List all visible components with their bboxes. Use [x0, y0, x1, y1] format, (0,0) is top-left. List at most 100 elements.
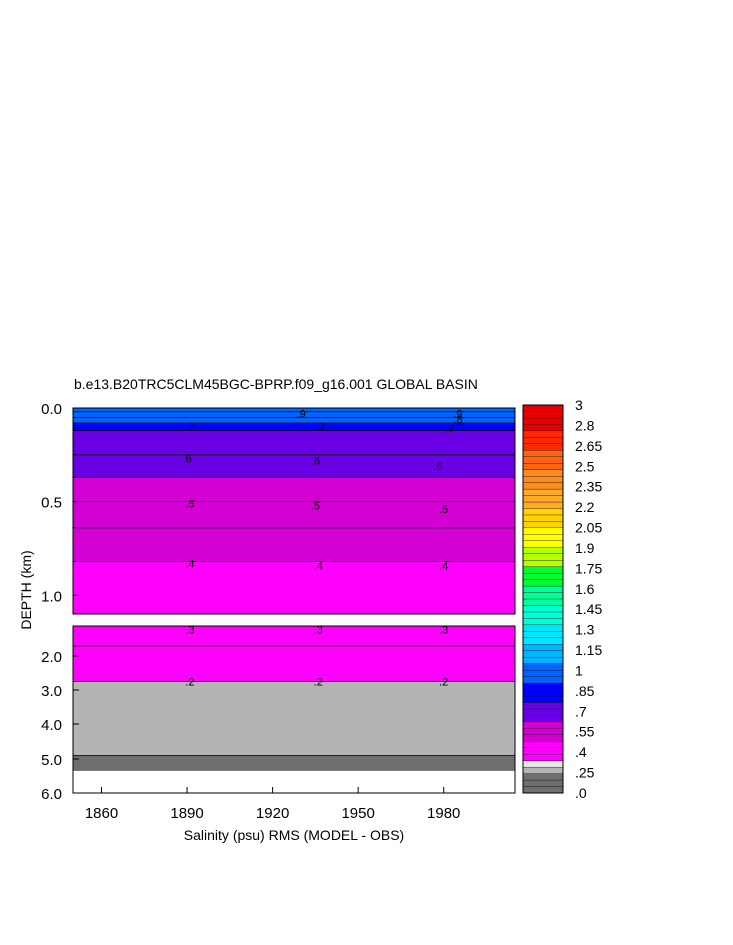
colorbar-swatch	[522, 618, 564, 626]
colorbar-swatch	[522, 663, 564, 671]
colorbar-swatch	[522, 702, 564, 710]
colorbar-swatch	[522, 741, 564, 748]
colorbar-swatch	[522, 456, 564, 464]
y-axis-label: DEPTH (km)	[18, 550, 34, 629]
colorbar-swatch	[522, 631, 564, 638]
colorbar-label: 3	[575, 397, 583, 413]
colorbar-swatch	[522, 469, 564, 477]
colorbar-label: .0	[575, 785, 587, 801]
contour-label: .7	[185, 422, 194, 434]
colorbar-swatch	[522, 560, 564, 567]
colorbar-swatch	[522, 766, 564, 774]
y-tick-label: 4.0	[41, 717, 62, 734]
x-tick-label: 1860	[85, 805, 118, 822]
colorbar-swatch	[522, 482, 564, 490]
colorbar-label: .55	[575, 724, 595, 740]
depth-band	[73, 681, 515, 756]
x-tick-label: 1890	[170, 805, 203, 822]
lower-panel: .3 .3 .3 .2 .2 .2 2.0 3.0 4.0 5.0 6.0 1860 1890 1920 1…	[41, 624, 516, 822]
upper-panel: .9.9.8.7.7.7.6.6.6.5.5.5.4.4.40.00.51.0	[41, 401, 516, 615]
colorbar-swatch	[522, 404, 564, 412]
colorbar-swatch	[522, 637, 564, 645]
colorbar-label: 2.35	[575, 479, 602, 495]
colorbar-label: .7	[575, 703, 587, 719]
colorbar-swatch	[522, 514, 564, 522]
colorbar-label: 1.6	[575, 581, 595, 597]
y-tick-label: 3.0	[41, 683, 62, 700]
x-tick-label: 1950	[341, 805, 374, 822]
depth-band	[73, 408, 515, 412]
depth-band	[73, 422, 515, 431]
contour-label: .6	[433, 461, 442, 473]
y-tick-label: 6.0	[41, 786, 62, 803]
colorbar-swatch	[522, 495, 564, 503]
colorbar-swatch	[522, 624, 564, 632]
colorbar-label: 2.05	[575, 520, 602, 536]
colorbar-swatch	[522, 708, 564, 716]
colorbar-swatch	[522, 475, 564, 483]
colorbar-swatch	[522, 553, 564, 561]
y-tick-label: 2.0	[41, 649, 62, 666]
colorbar-swatch	[522, 508, 564, 516]
colorbar-swatch	[522, 547, 564, 554]
colorbar-swatch	[522, 760, 564, 768]
colorbar: 3 2.8 2.65 2.5 2.35 2.2 2.05 1.9 1.75 1.6 1.45 1.3 1…	[522, 397, 602, 801]
contour-label: .6	[182, 454, 191, 466]
colorbar-swatch	[522, 754, 564, 761]
x-axis-label: Salinity (psu) RMS (MODEL - OBS)	[184, 827, 404, 843]
contour-label: .6	[311, 455, 320, 467]
depth-band	[73, 626, 515, 646]
colorbar-label: 1	[575, 662, 583, 678]
colorbar-swatch	[522, 695, 564, 703]
contour-label: .9	[453, 409, 462, 421]
depth-band	[73, 411, 515, 418]
colorbar-label: 1.15	[575, 642, 602, 658]
depth-band	[73, 646, 515, 682]
contour-label: .2	[439, 677, 448, 689]
panel-frame	[72, 407, 516, 615]
depth-band	[73, 501, 515, 528]
contour-label: .7	[316, 422, 325, 434]
colorbar-swatch	[522, 611, 564, 619]
colorbar-swatch	[522, 572, 564, 580]
depth-band	[73, 417, 515, 423]
colorbar-swatch	[522, 540, 564, 548]
colorbar-swatch	[522, 527, 564, 535]
colorbar-swatch	[522, 424, 564, 432]
colorbar-swatch	[522, 715, 564, 723]
panel-frame	[72, 625, 516, 794]
depth-band	[73, 755, 515, 771]
colorbar-label: 2.5	[575, 458, 595, 474]
colorbar-swatch	[522, 443, 564, 451]
colorbar-swatch	[522, 676, 564, 684]
colorbar-swatch	[522, 411, 564, 419]
colorbar-swatch	[522, 779, 564, 787]
contour-label: .5	[185, 499, 194, 511]
colorbar-swatch	[522, 650, 564, 658]
colorbar-label: 1.75	[575, 560, 602, 576]
colorbar-swatch	[522, 721, 564, 729]
x-tick-label: 1920	[256, 805, 289, 822]
colorbar-label: 2.65	[575, 438, 602, 454]
colorbar-swatch	[522, 430, 564, 438]
contour-label: .4	[314, 560, 323, 572]
colorbar-label: .25	[575, 765, 595, 781]
colorbar-swatch	[522, 488, 564, 496]
x-tick-label: 1980	[427, 805, 460, 822]
colorbar-swatch	[522, 786, 564, 794]
colorbar-swatch	[522, 501, 564, 509]
depth-band	[73, 561, 515, 614]
contour-label: .2	[314, 677, 323, 689]
contour-label: .8	[453, 414, 462, 426]
colorbar-swatch	[522, 437, 564, 444]
colorbar-label: 1.45	[575, 601, 602, 617]
colorbar-swatch	[522, 773, 564, 781]
contour-label: .5	[311, 500, 320, 512]
contour-label: .3	[439, 624, 448, 636]
colorbar-swatch	[522, 417, 564, 425]
colorbar-label: .85	[575, 683, 595, 699]
colorbar-label: 2.2	[575, 499, 595, 515]
colorbar-swatch	[522, 682, 564, 690]
colorbar-frame	[522, 404, 564, 794]
contour-label: .4	[439, 560, 448, 572]
